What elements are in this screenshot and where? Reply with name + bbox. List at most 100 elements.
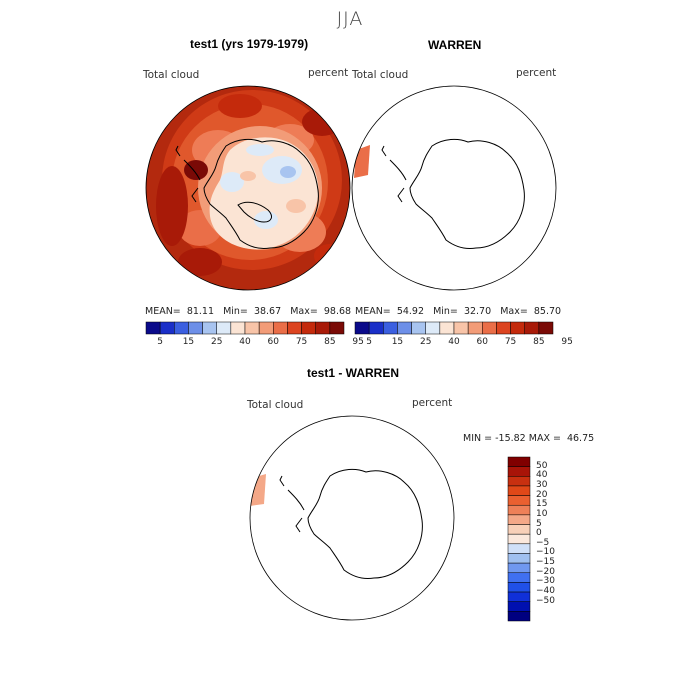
panel3-colorbar-tick: 40 (536, 470, 548, 481)
panel3-colorbar-swatch (507, 562, 531, 574)
panel3-map-border (249, 415, 455, 621)
panel3-colorbar-swatch (507, 495, 531, 506)
panel3-colorbar-swatch (507, 601, 531, 612)
panel1-colorbar-swatch (174, 321, 189, 335)
panel2-colorbar-swatch (425, 321, 441, 335)
panel1-units: percent (308, 67, 349, 79)
panel3-colorbar-swatch (507, 611, 531, 622)
panel1-field-map (146, 86, 350, 290)
panel3-field-map (250, 416, 454, 620)
panel3-colorbar-tick: −10 (536, 547, 555, 558)
panel1-colorbar-swatch (216, 321, 232, 335)
panel2-colorbar-swatch (439, 321, 455, 335)
panel2-colorbar-swatch (383, 321, 398, 335)
panel1-colorbar-tick: 40 (239, 337, 251, 347)
panel2-colorbar-swatch (397, 321, 412, 335)
panel3-colorbar-swatch (507, 524, 531, 535)
panel2-colorbar-tick: 15 (391, 337, 404, 347)
panel1-colorbar-tick: 95 (352, 337, 364, 347)
panel2-stats: MEAN= 54.92 Min= 32.70 Max= 85.70 (355, 306, 562, 317)
panel1-colorbar-tick: 75 (295, 337, 308, 347)
panel2-colorbar-swatch (510, 321, 525, 335)
panel3-colorbar-swatch (507, 504, 531, 516)
panel2-title: WARREN (428, 38, 482, 52)
panel3-colorbar-tick: 15 (536, 499, 548, 510)
panel1-colorbar-tick: 5 (157, 337, 163, 347)
panel3-colorbar (507, 456, 531, 622)
panel1-colorbar-swatch (188, 321, 203, 335)
panel3-colorbar-swatch (507, 591, 531, 602)
panel2-colorbar-tick: 40 (448, 337, 460, 347)
panel2-colorbar-tick: 25 (419, 337, 432, 347)
panel1-colorbar-swatch (315, 321, 331, 335)
panel3-colorbar-tick: −5 (536, 537, 550, 548)
panel3-colorbar-swatch (507, 533, 531, 545)
panel3-units: percent (412, 397, 453, 409)
panel1-colorbar-swatch (244, 321, 260, 335)
panel3-colorbar-tick: 0 (536, 528, 542, 539)
panel2-colorbar-swatch (524, 321, 540, 335)
panel2-colorbar-swatch (496, 321, 511, 335)
panel3-colorbar-tick: −30 (536, 576, 555, 587)
panel3-colorbar-tick: −50 (536, 595, 555, 606)
panel1-colorbar-swatch (287, 321, 302, 335)
panel2-coastline (381, 138, 525, 249)
panel3-title: test1 - WARREN (307, 366, 400, 380)
panel3-colorbar-tick: −40 (536, 586, 555, 597)
panel1-title: test1 (yrs 1979-1979) (190, 37, 309, 51)
panel2-colorbar-tick: 95 (561, 337, 573, 347)
panel3-colorbar-swatch (507, 476, 531, 487)
panel2-colorbar-swatch (453, 321, 469, 335)
panel2-colorbar-swatch (482, 321, 497, 335)
panel3-colorbar-swatch (507, 582, 531, 593)
panel2-field-map (352, 86, 556, 290)
panel1-colorbar-tick: 25 (210, 337, 223, 347)
panel1-map-border (145, 85, 351, 291)
panel1-colorbar-swatch (159, 321, 175, 335)
panel3-colorbar-swatch (507, 466, 531, 477)
panel3-colorbar-swatch (507, 456, 531, 467)
panel1-stats: MEAN= 81.11 Min= 38.67 Max= 98.68 (145, 306, 352, 317)
panel3-coastline (279, 468, 423, 579)
panel2-colorbar-tick: 5 (366, 337, 372, 347)
panel2-map-border (351, 85, 557, 291)
panel3-colorbar-tick: 20 (536, 489, 548, 500)
panel1-colorbar-swatch (258, 321, 274, 335)
panel1-colorbar-tick: 15 (182, 337, 195, 347)
panel2-colorbar-swatch (411, 321, 426, 335)
panel3-colorbar-tick: 10 (536, 508, 548, 519)
panel3-colorbar-swatch (507, 543, 531, 554)
panel3-colorbar-tick: 30 (536, 479, 548, 490)
panel3-colorbar-tick: 5 (536, 518, 542, 529)
season-title: JJA (336, 8, 364, 30)
panel2-units: percent (516, 67, 557, 79)
panel3-colorbar-swatch (507, 514, 531, 525)
panel2-colorbar-swatch (368, 321, 384, 335)
panel2-colorbar-tick: 75 (504, 337, 517, 347)
panel2-variable-label: Total cloud (352, 69, 409, 81)
panel1-colorbar-swatch (202, 321, 217, 335)
panel1-colorbar (145, 321, 345, 335)
panel2-colorbar-tick: 60 (476, 337, 488, 347)
panel1-colorbar-swatch (329, 321, 345, 335)
panel2-colorbar-swatch (538, 321, 554, 335)
panel3-variable-label: Total cloud (247, 399, 304, 411)
panel3-colorbar-swatch (507, 572, 531, 583)
panel3-colorbar-swatch (507, 553, 531, 564)
panel3-range: MIN = -15.82 MAX = 46.75 (463, 433, 595, 444)
panel3-colorbar-tick: −20 (536, 566, 555, 577)
panel1-variable-label: Total cloud (143, 69, 200, 81)
panel2-colorbar-tick: 85 (533, 337, 545, 347)
panel1-coastline (175, 138, 319, 249)
panel3-colorbar-swatch (507, 485, 531, 496)
panel2-colorbar-swatch (467, 321, 483, 335)
panel1-colorbar-swatch (230, 321, 246, 335)
panel2-colorbar-swatch (354, 321, 370, 335)
panel1-colorbar-tick: 85 (324, 337, 336, 347)
panel2-colorbar (354, 321, 554, 335)
panel1-colorbar-swatch (273, 321, 288, 335)
panel1-colorbar-swatch (301, 321, 316, 335)
panel1-colorbar-tick: 60 (267, 337, 279, 347)
panel1-colorbar-swatch (145, 321, 161, 335)
